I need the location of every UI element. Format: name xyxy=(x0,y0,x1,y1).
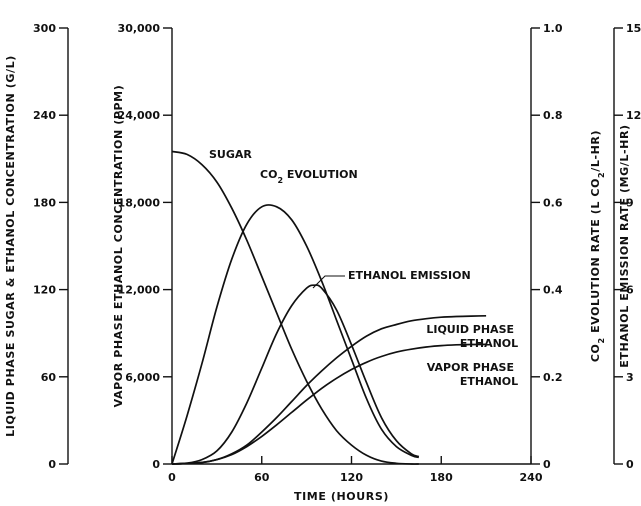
x-tick-label: 120 xyxy=(340,471,363,484)
co2-tick-label: 0 xyxy=(543,458,551,471)
vapor-phase-ethanol-label-line1: VAPOR PHASE xyxy=(427,361,514,374)
co2-evolution-label: CO2 EVOLUTION xyxy=(260,168,358,185)
co2-axis-title-part: EVOLUTION RATE (L CO xyxy=(589,178,602,337)
emission-tick-label: 3 xyxy=(626,371,634,384)
vapor-tick-label: 18,000 xyxy=(118,196,161,209)
co2-axis-title-part: 2 xyxy=(597,172,606,178)
sugar-tick-label: 120 xyxy=(33,284,56,297)
emission-tick-label: 0 xyxy=(626,458,634,471)
co2-tick-label: 0.6 xyxy=(543,196,563,209)
emission-tick-label: 9 xyxy=(626,196,634,209)
vapor-tick-label: 24,000 xyxy=(118,109,161,122)
vapor-tick-label: 30,000 xyxy=(118,22,161,35)
emission-tick-label: 12 xyxy=(626,109,641,122)
x-tick-label: 60 xyxy=(254,471,270,484)
liquid-phase-ethanol-curve xyxy=(171,314,487,465)
sugar-curve xyxy=(171,150,419,465)
x-axis-title: TIME (HOURS) xyxy=(294,490,389,503)
vapor-tick-label: 0 xyxy=(152,458,160,471)
x-tick-label: 0 xyxy=(168,471,176,484)
ethanol-emission-curve xyxy=(171,284,420,465)
x-tick-label: 180 xyxy=(430,471,453,484)
sugar-tick-label: 240 xyxy=(33,109,56,122)
co2-axis-title-part: 2 xyxy=(597,337,606,343)
emission-tick-label: 6 xyxy=(626,284,634,297)
vapor-phase-ethanol-label-line2: ETHANOL xyxy=(460,375,518,388)
sugar-tick-label: 180 xyxy=(33,196,56,209)
co2-evolution-label-part: CO xyxy=(260,168,277,181)
liquid-phase-ethanol-label-line1: LIQUID PHASE xyxy=(426,323,514,336)
co2-axis-title-part: /L-HR) xyxy=(589,130,602,172)
co2-evolution-curve xyxy=(171,204,420,465)
sugar-label: SUGAR xyxy=(209,148,252,161)
vapor-tick-label: 12,000 xyxy=(118,284,161,297)
co2-axis-title-part: CO xyxy=(589,344,602,363)
sugar-tick-label: 300 xyxy=(33,22,56,35)
co2-axis-title: CO2 EVOLUTION RATE (L CO2/L-HR) xyxy=(589,130,606,362)
co2-tick-label: 0.8 xyxy=(543,109,563,122)
ethanol-emission-label: ETHANOL EMISSION xyxy=(348,269,471,282)
co2-tick-label: 0.4 xyxy=(543,284,563,297)
sugar-axis-title: LIQUID PHASE SUGAR & ETHANOL CONCENTRATI… xyxy=(4,55,17,437)
curves-layer xyxy=(171,150,487,465)
liquid-phase-ethanol-label-line2: ETHANOL xyxy=(460,337,518,350)
sugar-tick-label: 60 xyxy=(41,371,57,384)
emission-axis-title: ETHANOL EMISSION RATE (MG/L-HR) xyxy=(618,124,631,367)
labels-layer: SUGAR CO2 EVOLUTION ETHANOL EMISSION LIQUID… xyxy=(209,148,518,388)
co2-tick-label: 0.2 xyxy=(543,371,563,384)
co2-tick-label: 1.0 xyxy=(543,22,563,35)
sugar-tick-label: 0 xyxy=(48,458,56,471)
x-tick-label: 240 xyxy=(520,471,543,484)
emission-tick-label: 15 xyxy=(626,22,641,35)
vapor-phase-ethanol-curve xyxy=(171,343,487,465)
co2-evolution-label-part: EVOLUTION xyxy=(283,168,358,181)
vapor-axis-title: VAPOR PHASE ETHANOL CONCENTRATION (PPM) xyxy=(112,85,125,408)
vapor-tick-label: 6,000 xyxy=(125,371,160,384)
ethanol-emission-leader xyxy=(312,275,345,289)
co2-evolution-label-sub: 2 xyxy=(277,176,283,185)
